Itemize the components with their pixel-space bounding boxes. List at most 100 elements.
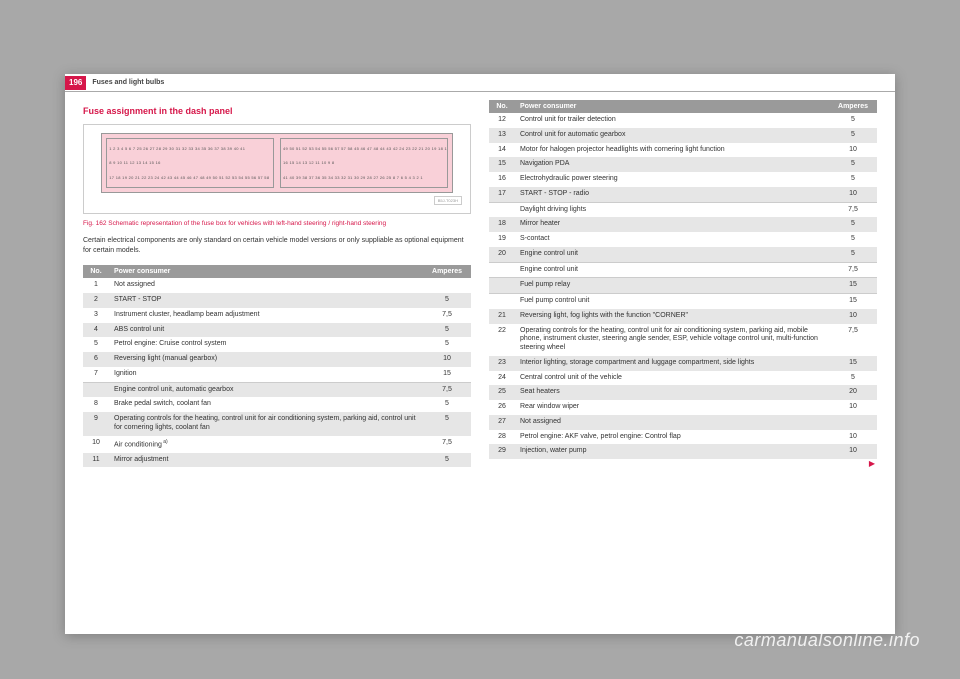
table-row: 4ABS control unit5 [83,323,471,338]
cell-amperes: 10 [829,430,877,445]
cell-no: 20 [489,247,515,262]
th-no: No. [489,100,515,113]
cell-consumer: Motor for halogen projector headlights w… [515,143,829,158]
table-row: 13Control unit for automatic gearbox5 [489,128,877,143]
table-row: 23Interior lighting, storage compartment… [489,356,877,371]
figure-box: 1 2 3 4 5 6 7 25 26 27 28 29 30 31 32 33… [83,124,471,214]
cell-consumer: Central control unit of the vehicle [515,371,829,386]
cell-amperes: 5 [829,371,877,386]
table-row: 3Instrument cluster, headlamp beam adjus… [83,308,471,323]
table-row: 28Petrol engine: AKF valve, petrol engin… [489,430,877,445]
fuse-table-right: No. Power consumer Amperes 12Control uni… [489,100,877,459]
table-row: 12Control unit for trailer detection5 [489,113,877,128]
cell-consumer: Control unit for trailer detection [515,113,829,128]
cell-amperes: 5 [423,293,471,308]
cell-amperes: 10 [829,187,877,202]
table-row: 15Navigation PDA5 [489,157,877,172]
cell-no [83,382,109,397]
left-column: Fuse assignment in the dash panel 1 2 3 … [83,100,471,468]
cell-consumer: Petrol engine: Cruise control system [109,337,423,352]
cell-no: 6 [83,352,109,367]
cell-consumer: Instrument cluster, headlamp beam adjust… [109,308,423,323]
cell-amperes: 5 [423,397,471,412]
th-amperes: Amperes [423,265,471,278]
table-row: 14Motor for halogen projector headlights… [489,143,877,158]
cell-consumer: S-contact [515,232,829,247]
table-row: 29Injection, water pump10 [489,444,877,459]
th-consumer: Power consumer [515,100,829,113]
cell-amperes: 10 [423,352,471,367]
cell-no: 27 [489,415,515,430]
header-title: Fuses and light bulbs [92,79,164,86]
continue-arrow-icon: ▶ [489,459,877,468]
page-header: 196 Fuses and light bulbs [65,74,895,91]
cell-amperes: 7,5 [423,308,471,323]
fuse-table-left: No. Power consumer Amperes 1Not assigned… [83,265,471,467]
header-separator [65,91,895,92]
table-row: 16Electrohydraulic power steering5 [489,172,877,187]
right-column: No. Power consumer Amperes 12Control uni… [489,100,877,468]
cell-consumer: Engine control unit [515,247,829,262]
cell-consumer: Ignition [109,367,423,382]
cell-no: 15 [489,157,515,172]
table-row: 17START - STOP - radio10 [489,187,877,202]
cell-amperes: 5 [829,172,877,187]
table-row: 11Mirror adjustment5 [83,453,471,468]
cell-amperes: 10 [829,309,877,324]
cell-amperes: 5 [829,232,877,247]
figure-caption: Fig. 162 Schematic representation of the… [83,220,471,228]
table-row: 25Seat heaters20 [489,385,877,400]
cell-consumer: START - STOP [109,293,423,308]
cell-consumer: START - STOP - radio [515,187,829,202]
cell-no: 9 [83,412,109,436]
table-row: 20Engine control unit5 [489,247,877,262]
table-row: 18Mirror heater5 [489,217,877,232]
table-row: Engine control unit7,5 [489,262,877,278]
cell-no: 24 [489,371,515,386]
cell-no: 16 [489,172,515,187]
cell-no: 12 [489,113,515,128]
fuse-block-right: 49 50 51 52 53 54 55 56 57 57 58 45 46 4… [280,138,448,188]
cell-amperes: 15 [829,294,877,309]
cell-consumer: Not assigned [515,415,829,430]
cell-amperes: 5 [829,157,877,172]
figure-label: B5J-T023H [434,196,462,205]
cell-consumer: Fuel pump relay [515,278,829,294]
cell-consumer: Rear window wiper [515,400,829,415]
cell-no: 21 [489,309,515,324]
cell-no: 4 [83,323,109,338]
table-row: 6Reversing light (manual gearbox)10 [83,352,471,367]
cell-consumer: Injection, water pump [515,444,829,459]
cell-no [489,278,515,294]
cell-consumer: Mirror heater [515,217,829,232]
cell-amperes: 5 [829,128,877,143]
body-text: Certain electrical components are only s… [83,236,471,255]
table-row: Fuel pump control unit15 [489,294,877,309]
manual-page: 196 Fuses and light bulbs Fuse assignmen… [65,74,895,634]
cell-consumer: Air conditioning a) [109,436,423,453]
cell-consumer: Mirror adjustment [109,453,423,468]
cell-no [489,262,515,278]
cell-no [489,294,515,309]
cell-amperes: 20 [829,385,877,400]
cell-no: 5 [83,337,109,352]
table-row: 7Ignition15 [83,367,471,382]
cell-no: 1 [83,278,109,293]
cell-no: 7 [83,367,109,382]
cell-amperes: 7,5 [423,436,471,453]
th-no: No. [83,265,109,278]
table-row: 2START - STOP5 [83,293,471,308]
table-row: 1Not assigned [83,278,471,293]
cell-no: 3 [83,308,109,323]
cell-amperes: 5 [423,412,471,436]
cell-amperes: 15 [829,278,877,294]
cell-consumer: Control unit for automatic gearbox [515,128,829,143]
cell-amperes [423,278,471,293]
table-row: 22Operating controls for the heating, co… [489,324,877,356]
cell-consumer: Electrohydraulic power steering [515,172,829,187]
cell-no: 2 [83,293,109,308]
cell-amperes: 5 [423,337,471,352]
cell-no: 13 [489,128,515,143]
cell-amperes: 7,5 [423,382,471,397]
table-row: 10Air conditioning a)7,5 [83,436,471,453]
